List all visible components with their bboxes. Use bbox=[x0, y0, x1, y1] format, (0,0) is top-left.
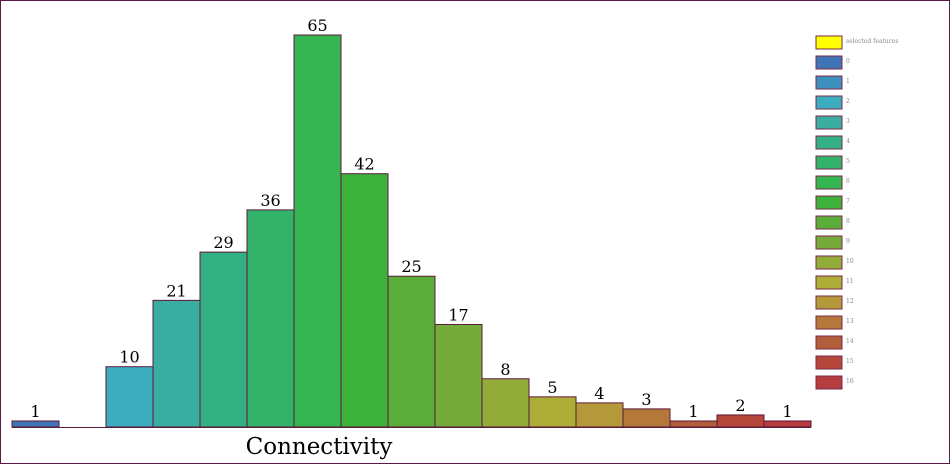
bar-15 bbox=[716, 414, 765, 428]
bar-11 bbox=[528, 396, 577, 428]
legend-label-9: 8 bbox=[846, 218, 850, 225]
value-label-2: 10 bbox=[119, 348, 139, 367]
legend-label-8: 7 bbox=[846, 198, 850, 205]
legend-label-7: 6 bbox=[846, 178, 850, 185]
value-label-4: 29 bbox=[213, 233, 233, 252]
legend-label-12: 11 bbox=[846, 278, 854, 285]
bar-7 bbox=[340, 173, 389, 428]
legend-swatch-7 bbox=[815, 175, 843, 190]
legend-label-4: 3 bbox=[846, 118, 850, 125]
legend-swatch-9 bbox=[815, 215, 843, 230]
legend-swatch-15 bbox=[815, 335, 843, 350]
legend-label-1: 0 bbox=[846, 58, 850, 65]
legend-label-11: 10 bbox=[846, 258, 854, 265]
value-label-12: 4 bbox=[594, 384, 604, 403]
value-label-11: 5 bbox=[547, 378, 557, 397]
value-label-13: 3 bbox=[641, 390, 651, 409]
value-label-14: 1 bbox=[688, 402, 698, 421]
legend-swatch-1 bbox=[815, 55, 843, 70]
bar-8 bbox=[387, 275, 436, 428]
value-label-9: 17 bbox=[448, 305, 468, 324]
legend-swatch-16 bbox=[815, 355, 843, 370]
legend-swatch-14 bbox=[815, 315, 843, 330]
legend-label-3: 2 bbox=[846, 98, 850, 105]
bar-12 bbox=[575, 402, 624, 428]
legend-label-2: 1 bbox=[846, 78, 850, 85]
legend-label-0: selected features bbox=[846, 38, 898, 45]
bar-3 bbox=[152, 299, 201, 428]
bar-10 bbox=[481, 378, 530, 428]
bar-4 bbox=[199, 251, 248, 428]
x-axis-label: Connectivity bbox=[246, 434, 393, 460]
legend-label-5: 4 bbox=[846, 138, 850, 145]
value-label-10: 8 bbox=[500, 360, 510, 379]
legend-swatch-13 bbox=[815, 295, 843, 310]
value-label-16: 1 bbox=[782, 402, 792, 421]
legend-swatch-11 bbox=[815, 255, 843, 270]
bar-2 bbox=[105, 366, 154, 428]
bar-9 bbox=[434, 323, 483, 428]
legend-label-16: 15 bbox=[846, 358, 854, 365]
legend-label-15: 14 bbox=[846, 338, 854, 345]
legend-swatch-5 bbox=[815, 135, 843, 150]
bars-layer bbox=[11, 34, 812, 428]
legend-swatch-3 bbox=[815, 95, 843, 110]
legend-swatch-8 bbox=[815, 195, 843, 210]
legend-label-10: 9 bbox=[846, 238, 850, 245]
value-label-7: 42 bbox=[354, 155, 374, 174]
legend-swatch-0 bbox=[815, 35, 843, 50]
value-label-15: 2 bbox=[735, 396, 745, 415]
legend-swatch-10 bbox=[815, 235, 843, 250]
legend-label-14: 13 bbox=[846, 318, 854, 325]
legend: selected features01234567891011121314151… bbox=[815, 35, 898, 390]
legend-label-6: 5 bbox=[846, 158, 850, 165]
value-label-0: 1 bbox=[30, 402, 40, 421]
bar-14 bbox=[669, 420, 718, 428]
legend-swatch-17 bbox=[815, 375, 843, 390]
legend-swatch-4 bbox=[815, 115, 843, 130]
value-label-6: 65 bbox=[307, 16, 327, 35]
value-label-8: 25 bbox=[401, 257, 421, 276]
legend-swatch-6 bbox=[815, 155, 843, 170]
bar-13 bbox=[622, 408, 671, 428]
bar-5 bbox=[246, 209, 295, 428]
value-label-3: 21 bbox=[166, 281, 186, 300]
legend-label-17: 16 bbox=[846, 378, 854, 385]
bar-0 bbox=[11, 420, 60, 428]
bar-6 bbox=[293, 34, 342, 428]
legend-swatch-2 bbox=[815, 75, 843, 90]
bar-16 bbox=[763, 420, 812, 428]
value-label-5: 36 bbox=[260, 191, 280, 210]
legend-swatch-12 bbox=[815, 275, 843, 290]
legend-label-13: 12 bbox=[846, 298, 854, 305]
